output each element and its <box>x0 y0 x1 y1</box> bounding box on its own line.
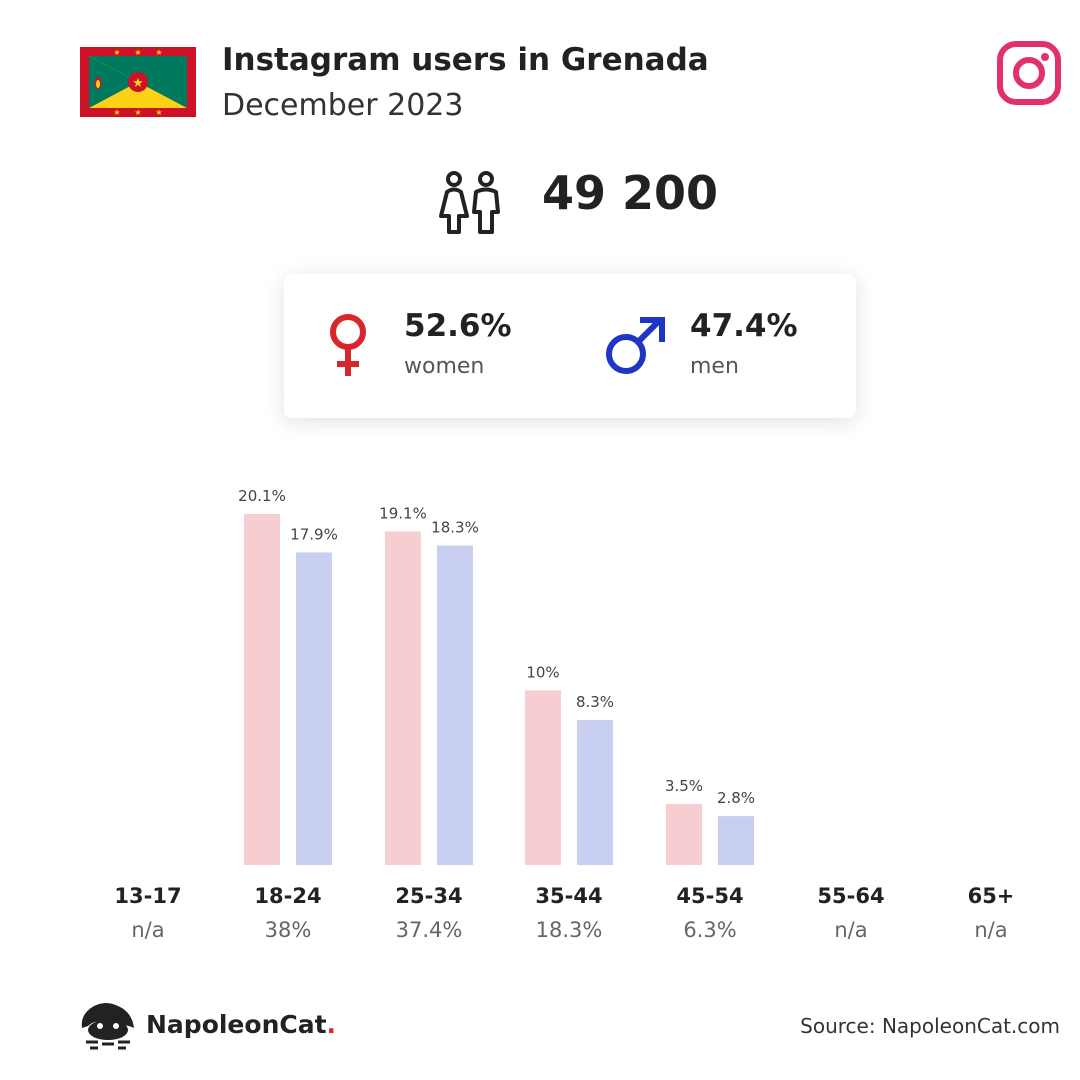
svg-text:★: ★ <box>134 108 141 117</box>
age-group-label: 35-44 <box>535 884 603 908</box>
bar-women-45-54 <box>666 803 702 865</box>
bar-value-label-women-18-24: 20.1% <box>238 487 286 505</box>
age-group-total: 18.3% <box>535 918 603 942</box>
bar-value-label-women-25-34: 19.1% <box>379 504 427 522</box>
svg-text:★: ★ <box>113 108 120 117</box>
bar-value-label-men-35-44: 8.3% <box>576 693 614 711</box>
bar-women-35-44 <box>525 690 561 865</box>
users-icon <box>439 171 500 234</box>
male-symbol-icon <box>606 317 665 374</box>
svg-text:★: ★ <box>134 48 141 57</box>
bar-value-label-men-25-34: 18.3% <box>431 518 479 536</box>
svg-text:★: ★ <box>113 48 120 57</box>
svg-text:★: ★ <box>155 108 162 117</box>
brand-name: NapoleonCat. <box>146 1010 336 1039</box>
men-label: men <box>690 354 739 379</box>
age-group-label: 55-64 <box>817 884 885 908</box>
age-group-label: 25-34 <box>395 884 463 908</box>
age-group-total: n/a <box>834 918 868 942</box>
women-label: women <box>404 354 485 379</box>
bar-men-45-54 <box>718 816 754 865</box>
svg-text:★: ★ <box>155 48 162 57</box>
bar-women-25-34 <box>385 531 421 865</box>
women-percentage: 52.6% <box>404 308 512 344</box>
age-group-total: 6.3% <box>683 918 737 942</box>
age-group-total: 38% <box>264 918 312 942</box>
napoleoncat-logo-icon <box>81 1003 134 1050</box>
age-group-label: 45-54 <box>676 884 744 908</box>
bar-men-25-34 <box>437 545 473 865</box>
age-gender-bar-chart: 20.1% 17.9% 19.1%18.3% 10% 8.3% 3.5% 2.8% <box>238 487 755 865</box>
page-title: Instagram users in Grenada <box>222 42 709 78</box>
total-users-value: 49 200 <box>542 166 719 220</box>
age-group-label: 13-17 <box>114 884 182 908</box>
age-group-label: 18-24 <box>254 884 322 908</box>
page-subtitle: December 2023 <box>222 88 464 123</box>
age-group-total: n/a <box>131 918 165 942</box>
bar-value-label-men-45-54: 2.8% <box>717 789 755 807</box>
bar-value-label-women-35-44: 10% <box>526 663 559 681</box>
bar-women-18-24 <box>244 514 280 865</box>
instagram-icon <box>997 41 1061 105</box>
bar-men-18-24 <box>296 552 332 865</box>
age-group-total: n/a <box>974 918 1008 942</box>
men-percentage: 47.4% <box>690 308 798 344</box>
female-symbol-icon <box>330 314 366 376</box>
brand-dot: . <box>326 1010 337 1039</box>
brand-text: NapoleonCat <box>146 1010 327 1039</box>
grenada-flag-icon: ★ ★ ★ ★ ★ ★ ★ <box>80 47 196 117</box>
gender-card <box>284 274 856 418</box>
source-label: Source: NapoleonCat.com <box>800 1014 1060 1038</box>
bar-value-label-women-45-54: 3.5% <box>665 777 703 795</box>
age-group-total: 37.4% <box>395 918 463 942</box>
bar-men-35-44 <box>577 720 613 865</box>
svg-text:★: ★ <box>132 76 144 91</box>
bar-value-label-men-18-24: 17.9% <box>290 525 338 543</box>
age-group-label: 65+ <box>967 884 1015 908</box>
